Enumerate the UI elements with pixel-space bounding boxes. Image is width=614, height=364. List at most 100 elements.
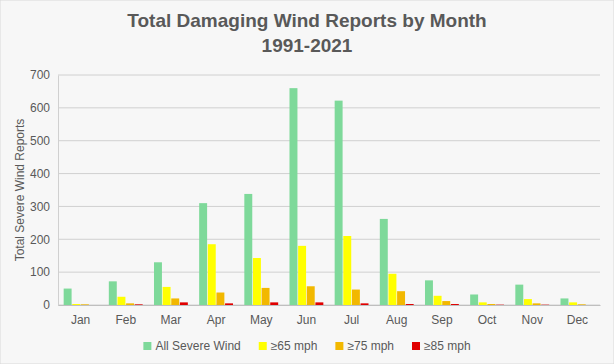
y-tick: 700 bbox=[30, 68, 58, 82]
legend-label: ≥65 mph bbox=[271, 339, 318, 353]
bar bbox=[343, 236, 351, 305]
y-tick-label: 500 bbox=[30, 134, 50, 148]
x-tick-label: May bbox=[250, 313, 273, 327]
legend-swatch bbox=[143, 342, 151, 350]
x-tick-label: Dec bbox=[567, 313, 588, 327]
bar bbox=[154, 262, 162, 305]
grid-line bbox=[58, 239, 600, 240]
x-tick-label: Sep bbox=[431, 313, 453, 327]
grid-line bbox=[58, 75, 600, 76]
bar bbox=[208, 244, 216, 305]
bar bbox=[298, 246, 306, 305]
x-tick-label: Jun bbox=[297, 313, 316, 327]
y-tick: 500 bbox=[30, 134, 58, 148]
bar bbox=[479, 302, 487, 305]
y-tick-label: 100 bbox=[30, 265, 50, 279]
bar bbox=[425, 280, 433, 305]
y-tick: 600 bbox=[30, 101, 58, 115]
bar bbox=[289, 88, 297, 305]
title-group: Total Damaging Wind Reports by Month 1991… bbox=[127, 10, 486, 56]
y-tick-label: 200 bbox=[30, 233, 50, 247]
bar bbox=[270, 302, 278, 305]
x-tick-label: Oct bbox=[478, 313, 497, 327]
bar bbox=[470, 294, 478, 305]
bar bbox=[442, 301, 450, 305]
bar bbox=[380, 219, 388, 305]
y-tick-label: 400 bbox=[30, 167, 50, 181]
bar bbox=[199, 203, 207, 305]
x-tick-label: Jan bbox=[71, 313, 90, 327]
bar bbox=[117, 297, 125, 305]
bar bbox=[515, 285, 523, 305]
x-tick-label: Feb bbox=[115, 313, 136, 327]
grid bbox=[58, 75, 600, 305]
bar bbox=[397, 291, 405, 305]
bar bbox=[541, 304, 549, 305]
bar bbox=[216, 293, 224, 305]
y-tick: 0 bbox=[43, 298, 58, 312]
background bbox=[0, 0, 614, 364]
bar bbox=[586, 305, 594, 306]
y-tick-label: 700 bbox=[30, 68, 50, 82]
title: Total Damaging Wind Reports by Month bbox=[127, 10, 486, 31]
bar bbox=[171, 298, 179, 305]
bar bbox=[126, 303, 134, 305]
y-tick: 300 bbox=[30, 200, 58, 214]
series bbox=[72, 236, 577, 305]
x-tick-label: Aug bbox=[386, 313, 407, 327]
bar bbox=[307, 286, 315, 305]
bar bbox=[163, 287, 171, 305]
bar bbox=[560, 298, 568, 305]
y-tick-label: 300 bbox=[30, 200, 50, 214]
chart: Total Damaging Wind Reports by Month 1991… bbox=[0, 0, 614, 364]
x-tick-label: Jul bbox=[344, 313, 359, 327]
y-tick: 100 bbox=[30, 265, 58, 279]
bar bbox=[361, 303, 369, 305]
x-tick: Oct bbox=[478, 305, 497, 327]
x-tick: Nov bbox=[522, 305, 543, 327]
x-tick-label: Nov bbox=[522, 313, 543, 327]
bar bbox=[90, 305, 98, 306]
legend-label: All Severe Wind bbox=[155, 339, 240, 353]
bar bbox=[262, 288, 270, 305]
bar bbox=[434, 296, 442, 305]
bar bbox=[81, 304, 89, 305]
subtitle: 1991-2021 bbox=[262, 35, 353, 56]
bar bbox=[253, 258, 261, 305]
x-tick: Jan bbox=[71, 305, 90, 327]
bar bbox=[244, 194, 252, 305]
grid-line bbox=[58, 206, 600, 207]
bar bbox=[533, 303, 541, 305]
legend-label: ≥75 mph bbox=[347, 339, 394, 353]
bar bbox=[487, 304, 495, 305]
bar bbox=[109, 281, 117, 305]
series bbox=[135, 302, 549, 305]
grid-line bbox=[58, 140, 600, 141]
y-tick-label: 0 bbox=[43, 298, 50, 312]
legend-swatch bbox=[335, 342, 343, 350]
bar bbox=[72, 304, 80, 305]
legend-item: ≥75 mph bbox=[335, 339, 394, 353]
bar bbox=[406, 304, 414, 305]
legend-item: All Severe Wind bbox=[143, 339, 240, 353]
bar bbox=[569, 302, 577, 305]
x-tick: Jun bbox=[297, 305, 316, 327]
grid-line bbox=[58, 107, 600, 108]
bar bbox=[315, 302, 323, 305]
bar bbox=[135, 304, 143, 305]
legend-swatch bbox=[259, 342, 267, 350]
series bbox=[81, 286, 586, 305]
y-axis-title: Total Severe Wind Reports bbox=[13, 119, 27, 262]
y-tick: 400 bbox=[30, 167, 58, 181]
bar bbox=[451, 304, 459, 305]
bars bbox=[64, 88, 586, 305]
bar bbox=[388, 274, 396, 305]
x-tick: May bbox=[250, 305, 273, 327]
y-axis: 0 100 200 300 400 500 600 700 bbox=[30, 68, 59, 312]
bar bbox=[352, 290, 360, 305]
x-tick: Aug bbox=[386, 305, 407, 327]
grid-line bbox=[58, 272, 600, 273]
bar bbox=[578, 304, 586, 305]
bar bbox=[524, 299, 532, 305]
legend-item: ≥65 mph bbox=[259, 339, 318, 353]
